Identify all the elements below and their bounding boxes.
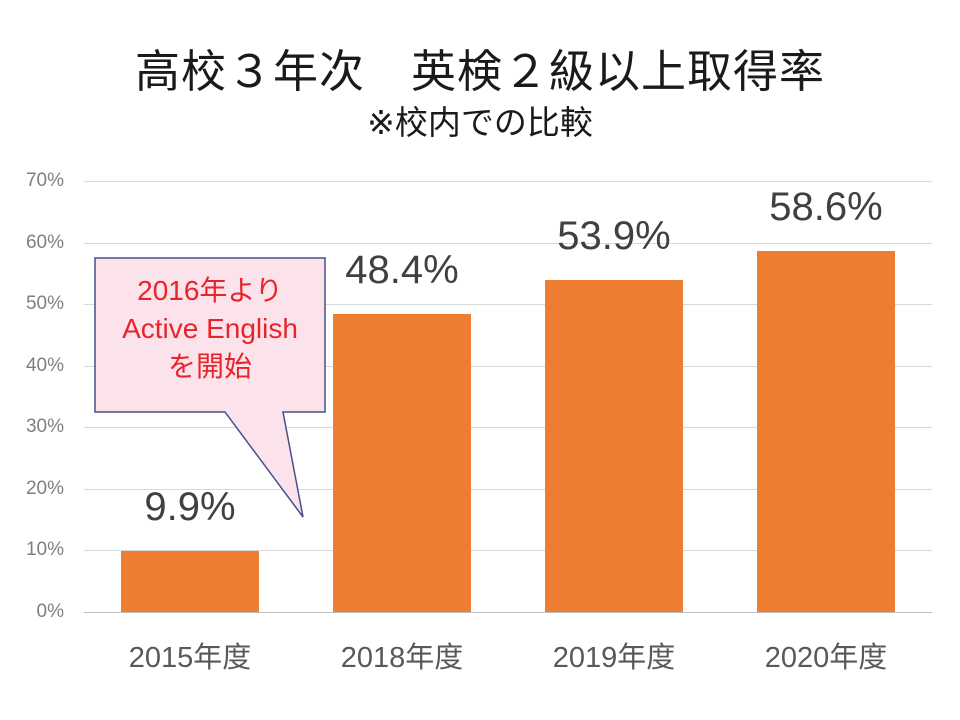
bar [545, 280, 683, 612]
callout-text: 2016年より Active English を開始 [95, 272, 325, 386]
y-axis-tick-label: 70% [25, 170, 64, 191]
gridline [84, 242, 932, 244]
y-axis-tick-label: 20% [25, 477, 64, 499]
callout-text-line: 2016年より [137, 275, 283, 306]
callout-text-line: Active English [122, 313, 298, 344]
gridline [84, 427, 932, 429]
chart-subtitle: ※校内での比較 [367, 104, 593, 141]
gridline [84, 304, 932, 306]
bar-value-label: 48.4% [345, 247, 459, 292]
gridline [84, 181, 932, 182]
x-axis-category-label: 2019年度 [552, 642, 676, 674]
bar [121, 551, 259, 612]
y-axis-tick-label: 60% [25, 231, 64, 253]
x-axis-line [84, 612, 932, 613]
y-axis-tick-label: 30% [25, 416, 64, 438]
y-axis-tick-label: 0% [36, 601, 64, 622]
bar [757, 251, 895, 612]
y-axis-tick-label: 10% [25, 539, 64, 561]
x-axis-category-label: 2015年度 [128, 642, 252, 674]
callout-text-line: を開始 [167, 351, 252, 382]
gridline [84, 550, 932, 552]
y-axis-tick-label: 50% [25, 293, 64, 315]
bar-value-label: 58.6% [769, 185, 883, 230]
y-axis-tick-label: 40% [25, 354, 64, 376]
bar-value-label: 53.9% [557, 214, 671, 259]
bar-value-label: 9.9% [144, 485, 236, 530]
bar [333, 313, 471, 612]
gridline [84, 365, 932, 367]
x-axis-category-label: 2020年度 [764, 642, 888, 674]
chart-title: 高校３年次 英検２級以上取得率 [134, 46, 825, 97]
x-axis-category-label: 2018年度 [340, 642, 464, 674]
gridline [84, 488, 932, 490]
